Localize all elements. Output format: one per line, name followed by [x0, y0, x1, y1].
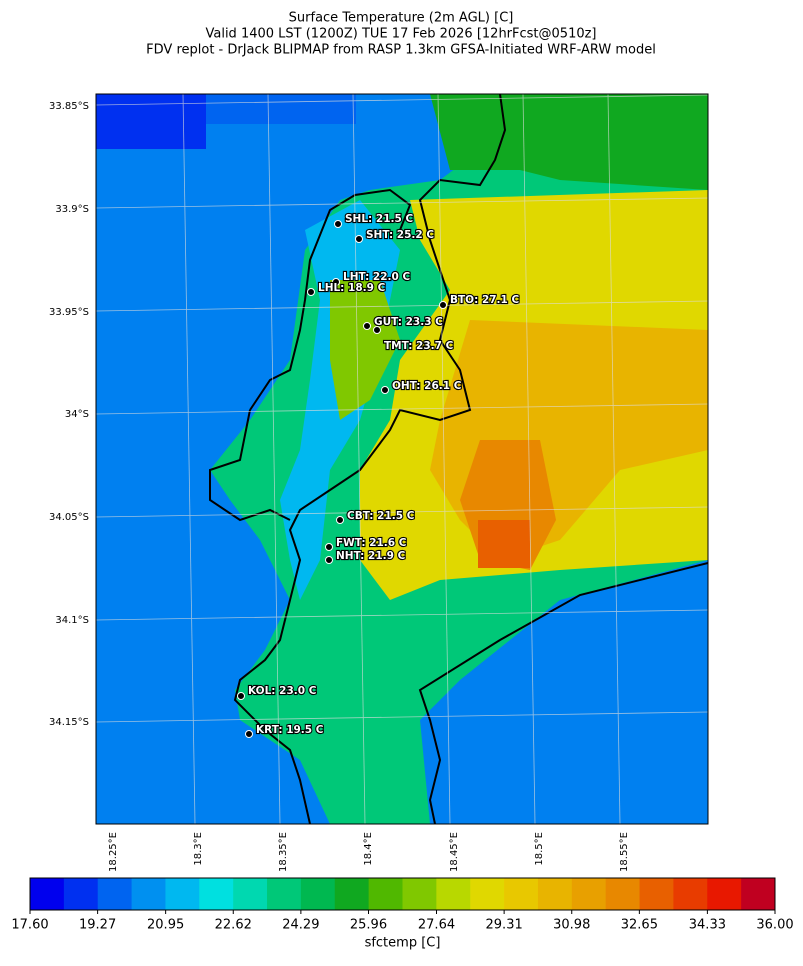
station-label: KRT: 19.5 C [256, 724, 324, 736]
station-dot [355, 235, 363, 243]
colorbar-box [673, 878, 708, 910]
colorbar-box [97, 878, 133, 910]
station-dot [381, 386, 389, 394]
colorbar-box [131, 878, 166, 910]
colorbar-box [571, 878, 607, 910]
graticule [96, 94, 708, 824]
station-label: FWT: 21.6 C [336, 537, 407, 549]
title-line: Surface Temperature (2m AGL) [C] [289, 11, 514, 26]
land-hottest [478, 520, 530, 568]
station-label: SHT: 25.2 C [366, 229, 434, 241]
station-label: CBT: 21.5 C [347, 510, 415, 522]
station-label: TMT: 23.7 C [384, 340, 454, 352]
colorbar-tick-label: 24.29 [282, 918, 319, 933]
colorbar-tick-label: 17.60 [11, 918, 48, 933]
colorbar-box [741, 878, 776, 910]
station-dot [307, 288, 315, 296]
station-label: LHL: 18.9 C [318, 282, 386, 294]
colorbar-box [605, 878, 641, 910]
lon-label: 18.3°E [193, 832, 204, 866]
station-dot [237, 692, 245, 700]
colorbar-box [470, 878, 505, 910]
station-dot [334, 220, 342, 228]
colorbar-frame [29, 877, 776, 911]
colorbar-box [233, 878, 268, 910]
lat-label: 33.9°S [55, 204, 89, 215]
colorbar-box [267, 878, 302, 910]
land-green [430, 94, 708, 190]
lon-label: 18.5°E [534, 832, 545, 866]
colorbar-box [199, 878, 234, 910]
colorbar-tick-label: 20.95 [147, 918, 184, 933]
colorbar-tick-label: 34.33 [689, 918, 726, 933]
colorbar-box [63, 878, 99, 910]
title-line: Valid 1400 LST (1200Z) TUE 17 Feb 2026 [… [205, 27, 596, 42]
station-dot [439, 301, 447, 309]
colorbar-box [707, 878, 742, 910]
colorbar-box [368, 878, 403, 910]
lat-label: 34.15°S [49, 717, 89, 728]
colorbar-box [436, 878, 471, 910]
station-dot [325, 556, 333, 564]
colorbar-tick-label: 27.64 [418, 918, 455, 933]
ocean-deep [96, 94, 206, 149]
lon-label: 18.4°E [363, 832, 374, 866]
colorbar-box [402, 878, 437, 910]
station-dot [373, 326, 381, 334]
coastline [209, 94, 708, 824]
station-label: OHT: 26.1 C [392, 380, 462, 392]
lat-label: 34.05°S [49, 512, 89, 523]
colorbar-box [165, 878, 200, 910]
lat-label: 33.85°S [49, 101, 89, 112]
lon-label: 18.25°E [108, 832, 119, 872]
station-label: NHT: 21.9 C [336, 550, 406, 562]
colorbar-box [639, 878, 674, 910]
map-frame [95, 93, 709, 825]
station-dot [363, 322, 371, 330]
station-label: BTO: 27.1 C [450, 294, 520, 306]
lat-label: 33.95°S [49, 307, 89, 318]
station-label: SHL: 21.5 C [345, 213, 413, 225]
colorbar-tick-label: 29.31 [486, 918, 523, 933]
colorbar-tick-label: 32.65 [621, 918, 658, 933]
land-mid [330, 280, 400, 420]
lat-label: 34.1°S [55, 615, 89, 626]
station-label: LHT: 22.0 C [343, 271, 410, 283]
colorbar-tick-label: 36.00 [756, 918, 793, 933]
station-dot [332, 278, 340, 286]
station-dot [336, 516, 344, 524]
colorbar-tick-label: 22.62 [215, 918, 252, 933]
colorbar-box [537, 878, 573, 910]
colorbar-tick-label: 19.27 [79, 918, 116, 933]
lon-label: 18.45°E [449, 832, 460, 872]
colorbar-tick-label: 30.98 [553, 918, 590, 933]
colorbar-box [334, 878, 370, 910]
lat-label: 34°S [65, 409, 89, 420]
colorbar-box [504, 878, 539, 910]
station-dot [245, 730, 253, 738]
lon-label: 18.55°E [619, 832, 630, 872]
ocean-deep [206, 94, 356, 124]
colorbar-box [30, 878, 65, 910]
station-dot [325, 543, 333, 551]
colorbar-box [300, 878, 336, 910]
station-label: KOL: 23.0 C [248, 685, 317, 697]
title-line: FDV replot - DrJack BLIPMAP from RASP 1.… [146, 43, 656, 58]
colorbar-tick-label: 25.96 [350, 918, 387, 933]
colorbar-label: sfctemp [C] [365, 936, 441, 951]
lon-label: 18.35°E [278, 832, 289, 872]
station-label: GUT: 23.3 C [374, 316, 443, 328]
